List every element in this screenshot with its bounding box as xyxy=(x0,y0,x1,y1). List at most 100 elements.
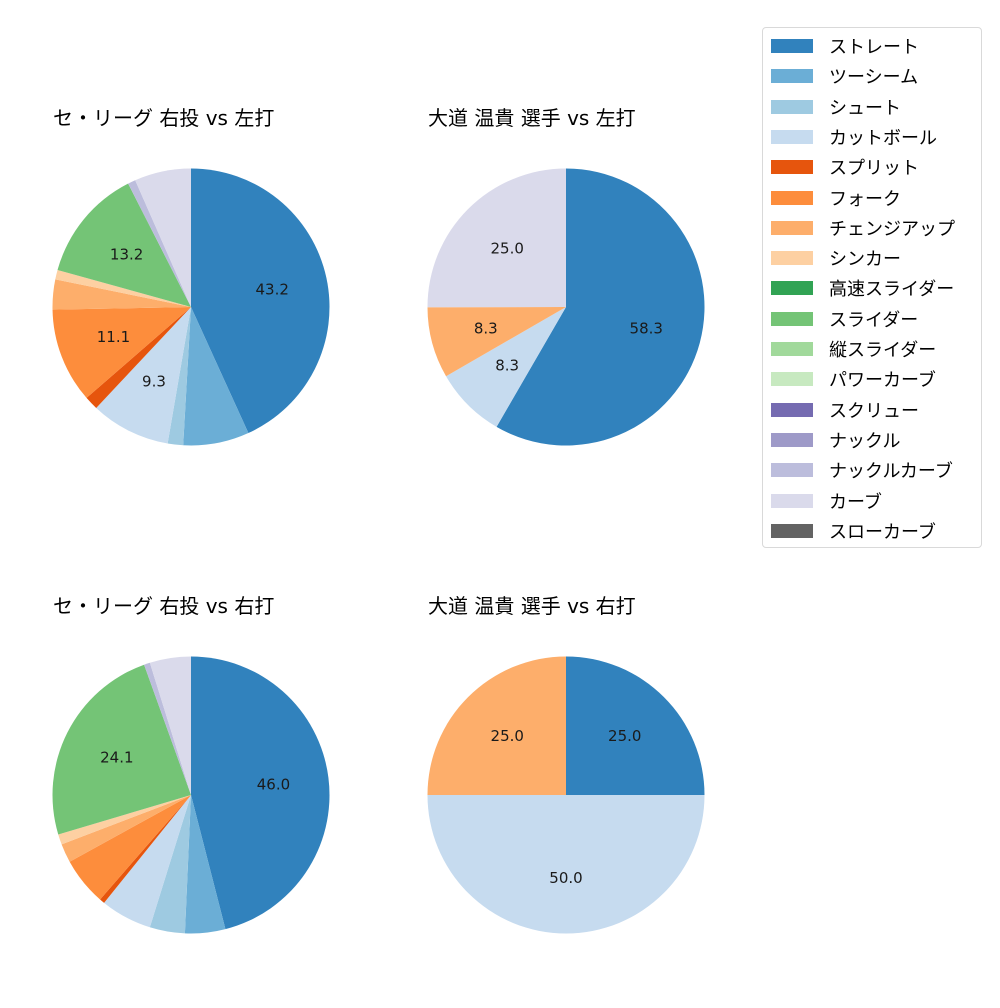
pie-slice xyxy=(496,168,705,446)
slice-value-label: 43.2 xyxy=(256,280,289,298)
legend-item: カットボール xyxy=(771,122,937,152)
legend-swatch xyxy=(771,190,813,205)
pie-slice xyxy=(167,307,191,446)
pie-chart-player-vs-left: 大道 温貴 選手 vs 左打 58.3 8.3 8.3 25.0 xyxy=(427,100,768,520)
pie-slice xyxy=(566,656,705,795)
legend-label: スローカーブ xyxy=(829,521,936,543)
legend-item: スライダー xyxy=(771,304,918,334)
pie-slice xyxy=(57,183,192,307)
slice-value-label: 8.3 xyxy=(474,320,498,338)
pie-slice xyxy=(191,656,330,930)
slice-value-label: 25.0 xyxy=(491,727,524,745)
pie-slice xyxy=(184,795,226,934)
legend-item: チェンジアップ xyxy=(771,213,955,243)
pie-slice xyxy=(191,168,330,434)
pie-slice xyxy=(100,795,191,903)
slice-value-label: 11.1 xyxy=(97,328,130,346)
pie-svg: 46.0 24.1 xyxy=(52,656,330,934)
legend-label: スプリット xyxy=(829,158,919,180)
pie-slice xyxy=(58,795,191,845)
legend-item: ストレート xyxy=(771,31,919,61)
slice-value-label: 25.0 xyxy=(490,239,523,257)
legend: ストレートツーシームシュートカットボール スプリットフォークチェンジアップ シンカー… xyxy=(762,27,982,548)
legend-swatch xyxy=(771,463,813,478)
legend-label: 縦スライダー xyxy=(829,340,937,361)
legend-swatch xyxy=(771,129,813,144)
pie-slice xyxy=(52,307,192,398)
slice-value-label: 9.3 xyxy=(142,372,166,390)
legend-label: シンカー xyxy=(829,249,901,271)
legend-label: カットボール xyxy=(829,127,937,149)
legend-item: カーブ xyxy=(771,486,882,516)
slice-value-label: 8.3 xyxy=(495,357,519,375)
legend-swatch xyxy=(771,39,813,53)
slice-value-label: 50.0 xyxy=(549,869,582,887)
legend-label: 高速スライダー xyxy=(829,279,955,301)
pie-slice xyxy=(61,795,191,862)
legend-label: ナックル xyxy=(829,430,901,452)
chart-title: セ・リーグ 右投 vs 左打 xyxy=(53,106,275,130)
pie-slice xyxy=(55,270,192,307)
legend-swatch xyxy=(771,99,813,114)
pie-slice xyxy=(52,279,191,310)
legend-item: 縦スライダー xyxy=(771,334,936,364)
legend-swatch xyxy=(771,493,813,508)
legend-label: スクリュー xyxy=(829,400,919,422)
slice-value-label: 13.2 xyxy=(110,245,143,263)
legend-label: カーブ xyxy=(829,491,882,513)
legend-item: ナックル xyxy=(771,425,900,455)
pie-slice xyxy=(86,307,191,408)
legend-swatch xyxy=(771,432,813,447)
pie-slice xyxy=(128,180,191,307)
pie-slice xyxy=(52,664,191,835)
slice-value-label: 24.1 xyxy=(100,749,133,767)
legend-item: スプリット xyxy=(771,152,919,182)
chart-title: セ・リーグ 右投 vs 右打 xyxy=(53,594,275,618)
legend-label: ナックルカーブ xyxy=(829,461,953,483)
legend-swatch xyxy=(771,251,813,266)
legend-swatch xyxy=(771,342,813,356)
pie-slice xyxy=(149,656,191,795)
pie-slice xyxy=(135,168,191,307)
pie-svg: 43.2 9.3 11.1 13.2 xyxy=(52,168,330,446)
legend-item: パワーカーブ xyxy=(771,364,936,394)
legend-item: フォーク xyxy=(771,183,901,213)
pie-slice xyxy=(446,307,566,427)
legend-swatch xyxy=(771,69,813,84)
legend-swatch xyxy=(771,402,813,417)
legend-item: スクリュー xyxy=(771,395,919,425)
pie-chart-player-vs-right: 大道 温貴 選手 vs 右打 25.0 50.0 25.0 xyxy=(427,588,768,1008)
pie-svg: 58.3 8.3 8.3 25.0 xyxy=(427,168,705,446)
legend-swatch xyxy=(771,372,813,387)
pie-slice xyxy=(149,795,191,934)
pie-slice xyxy=(183,307,249,446)
chart-title: 大道 温貴 選手 vs 左打 xyxy=(428,106,636,130)
legend-label: チェンジアップ xyxy=(829,218,955,240)
legend-item: シュート xyxy=(771,92,901,122)
legend-label: フォーク xyxy=(829,188,901,210)
legend-item: スローカーブ xyxy=(771,516,936,546)
legend-swatch xyxy=(771,311,813,326)
pie-slice xyxy=(427,656,566,795)
legend-label: ストレート xyxy=(829,37,919,58)
legend-item: ナックルカーブ xyxy=(771,455,953,485)
pie-slice xyxy=(104,795,191,928)
pie-slice xyxy=(427,168,566,308)
legend-swatch xyxy=(771,523,813,538)
slice-value-label: 25.0 xyxy=(608,727,641,745)
pie-svg: 25.0 50.0 25.0 xyxy=(427,656,705,934)
pie-slice xyxy=(427,307,566,377)
pie-slice xyxy=(427,795,705,934)
legend-swatch xyxy=(771,160,813,175)
legend-item: ツーシーム xyxy=(771,61,918,91)
pie-slice xyxy=(96,307,191,444)
slice-value-label: 58.3 xyxy=(630,320,663,338)
legend-label: シュート xyxy=(829,97,901,119)
pie-slice xyxy=(69,795,191,900)
legend-swatch xyxy=(771,281,813,296)
pie-chart-league-vs-right: セ・リーグ 右投 vs 右打 46.0 24.1 xyxy=(52,588,393,1008)
legend-label: ツーシーム xyxy=(829,67,919,89)
chart-title: 大道 温貴 選手 vs 右打 xyxy=(428,594,636,618)
slice-value-label: 46.0 xyxy=(257,776,290,794)
legend-item: シンカー xyxy=(771,243,901,273)
